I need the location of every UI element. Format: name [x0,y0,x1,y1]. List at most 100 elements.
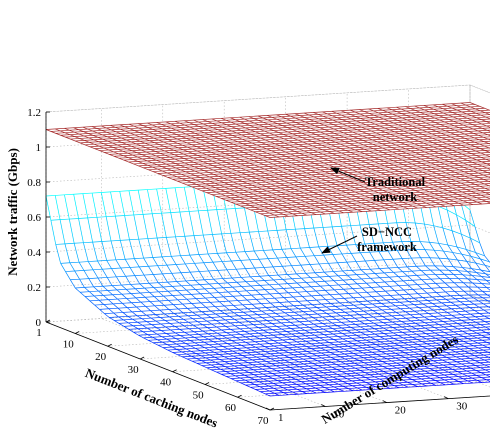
sd-ncc-mesh-seg [343,386,349,389]
sd-ncc-mesh-seg [352,348,359,351]
sd-ncc-mesh-seg [343,343,349,347]
sd-ncc-mesh-seg [116,276,122,286]
sd-ncc-mesh-seg [247,308,253,312]
sd-ncc-mesh-seg [444,379,450,383]
sd-ncc-mesh-seg [282,339,288,343]
sd-ncc-mesh-seg [203,336,209,340]
sd-ncc-mesh-seg [332,333,339,337]
sd-ncc-mesh-seg [73,243,80,263]
sd-ncc-mesh-seg [404,357,411,361]
sd-ncc-mesh-seg [418,348,424,352]
sd-ncc-mesh-seg [438,324,444,328]
sd-ncc-mesh-seg [211,323,217,328]
sd-ncc-mesh-seg [191,355,197,359]
sd-ncc-mesh-seg [205,357,211,361]
sd-ncc-mesh-line [192,341,490,362]
sd-ncc-mesh-seg [476,380,483,383]
sd-ncc-mesh-seg [341,322,347,326]
sd-ncc-mesh-seg [488,306,490,309]
traditional-mesh-line [156,122,381,211]
sd-ncc-mesh-seg [448,371,454,375]
sd-ncc-mesh-seg [151,324,157,328]
sd-ncc-mesh-seg [172,295,178,301]
sd-ncc-mesh-seg [462,378,469,382]
sd-ncc-mesh-seg [355,367,361,371]
sd-ncc-mesh-seg [441,349,447,353]
sd-ncc-mesh-seg [210,359,216,363]
sd-ncc-mesh-seg [223,356,230,360]
sd-ncc-mesh-seg [306,388,312,392]
sd-ncc-mesh-seg [374,371,380,375]
sd-ncc-mesh-seg [331,316,337,320]
sd-ncc-mesh-seg [284,355,290,358]
sd-ncc-mesh-seg [166,264,173,274]
sd-ncc-mesh-seg [443,326,449,330]
sd-ncc-mesh-seg [92,242,98,262]
sd-ncc-mesh-seg [467,338,474,342]
sd-ncc-mesh-seg [268,380,274,384]
sd-ncc-mesh-seg [273,387,279,391]
traditional-mesh-line [442,103,490,124]
traditional-mesh-line [91,126,317,215]
sd-ncc-mesh-seg [225,326,231,330]
sd-ncc-mesh-seg [161,336,167,340]
sd-ncc-mesh-seg [140,301,146,307]
sd-ncc-mesh-seg [356,274,362,280]
sd-ncc-mesh-seg [335,359,341,362]
sd-ncc-mesh-seg [288,292,294,298]
sd-ncc-mesh-seg [361,384,367,388]
sd-ncc-mesh-seg [344,311,351,316]
sd-ncc-mesh-seg [103,295,109,300]
surface-layer [45,102,490,397]
sd-ncc-mesh-seg [434,332,441,336]
sd-ncc-mesh-seg [216,209,222,234]
sd-ncc-mesh-seg [433,249,440,259]
x-axis-line [45,321,271,411]
traditional-mesh-line [82,126,307,216]
sd-ncc-mesh-seg [466,370,472,374]
sd-ncc-mesh-seg [317,313,323,318]
sd-ncc-mesh-seg [330,352,336,355]
sd-ncc-mesh-seg [436,292,442,297]
traditional-mesh-line [110,125,335,214]
sd-ncc-mesh-line [104,290,490,314]
sd-ncc-mesh-seg [349,360,355,364]
sd-ncc-mesh-seg [300,264,306,274]
sd-ncc-mesh-seg [257,320,263,325]
sd-ncc-mesh-seg [487,351,490,354]
sd-ncc-mesh-seg [277,380,283,384]
sd-ncc-mesh-seg [375,344,381,348]
sd-ncc-mesh-seg [445,342,451,346]
sd-ncc-mesh-seg [458,286,465,292]
sd-ncc-mesh-seg [475,321,481,325]
sd-ncc-mesh-seg [406,249,412,259]
sd-ncc-mesh-seg [264,346,270,350]
sd-ncc-mesh-seg [183,318,189,323]
sd-ncc-mesh-seg [388,373,394,377]
sd-ncc-mesh-seg [483,309,489,314]
sd-ncc-mesh-seg [466,271,473,276]
sd-ncc-mesh-seg [247,314,254,319]
sd-ncc-mesh-seg [167,290,174,296]
sd-ncc-mesh-seg [446,352,452,355]
sd-ncc-mesh-seg [240,382,246,386]
sd-ncc-mesh-seg [231,260,237,270]
sd-ncc-mesh-seg [180,272,187,282]
sd-ncc-mesh-seg [406,372,412,375]
sd-ncc-mesh-seg [293,305,299,309]
sd-ncc-mesh-seg [442,359,448,363]
sd-ncc-mesh-seg [462,267,468,272]
z-tick-label: 0.2 [27,282,41,294]
sd-ncc-mesh-seg [398,335,404,339]
sd-ncc-mesh-seg [215,320,222,324]
sd-ncc-mesh-seg [454,341,460,345]
sd-ncc-mesh-seg [407,381,413,385]
sd-ncc-mesh-seg [315,387,321,391]
sd-ncc-mesh-seg [237,300,243,306]
sd-ncc-mesh-seg [209,349,215,353]
sd-ncc-mesh-seg [300,338,307,342]
sd-ncc-mesh-seg [392,242,398,251]
sd-ncc-mesh-line [162,326,490,348]
sd-ncc-mesh-seg [258,371,264,375]
sd-ncc-mesh-seg [438,367,444,371]
